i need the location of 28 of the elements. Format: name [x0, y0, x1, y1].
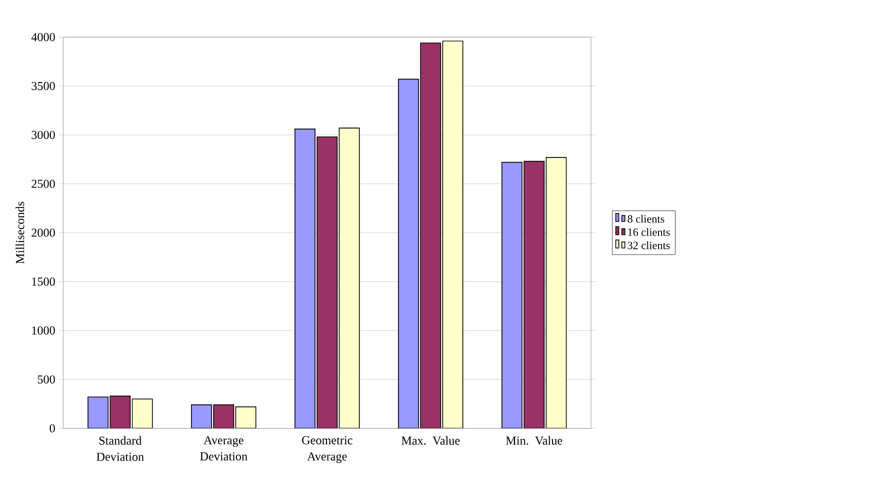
- bar: [191, 404, 212, 428]
- y-tick-label: 500: [38, 375, 55, 384]
- y-tick-label: 1500: [32, 277, 55, 286]
- y-tick-label: 3000: [32, 130, 55, 139]
- y-axis-title: Milliseconds: [16, 202, 24, 264]
- bar: [316, 136, 338, 428]
- bar: [88, 396, 108, 428]
- y-tick-label: 2000: [32, 228, 55, 237]
- legend-label: 8 clients: [628, 214, 664, 222]
- bar: [420, 42, 442, 428]
- y-tick-label: 1000: [32, 326, 55, 334]
- x-tick-label: Standard Deviation: [96, 436, 144, 461]
- x-tick-label: Min. Value: [506, 436, 562, 445]
- y-tick-label: 3500: [32, 82, 55, 90]
- y-tick-label: 0: [50, 424, 55, 432]
- x-tick-label: Geometric Average: [302, 436, 352, 463]
- x-tick-label: Average Deviation: [200, 436, 248, 460]
- bar: [501, 162, 522, 428]
- bar: [294, 128, 316, 428]
- bar: [213, 404, 234, 428]
- x-tick-label: Max. Value: [402, 436, 460, 445]
- legend-label: 16 clients: [628, 228, 670, 236]
- bar: [398, 78, 419, 428]
- y-tick-label: 2500: [32, 180, 55, 188]
- y-tick-label: 4000: [31, 32, 55, 41]
- bar: [110, 395, 131, 428]
- legend-label: 32 clients: [628, 241, 670, 249]
- bar: [524, 160, 545, 428]
